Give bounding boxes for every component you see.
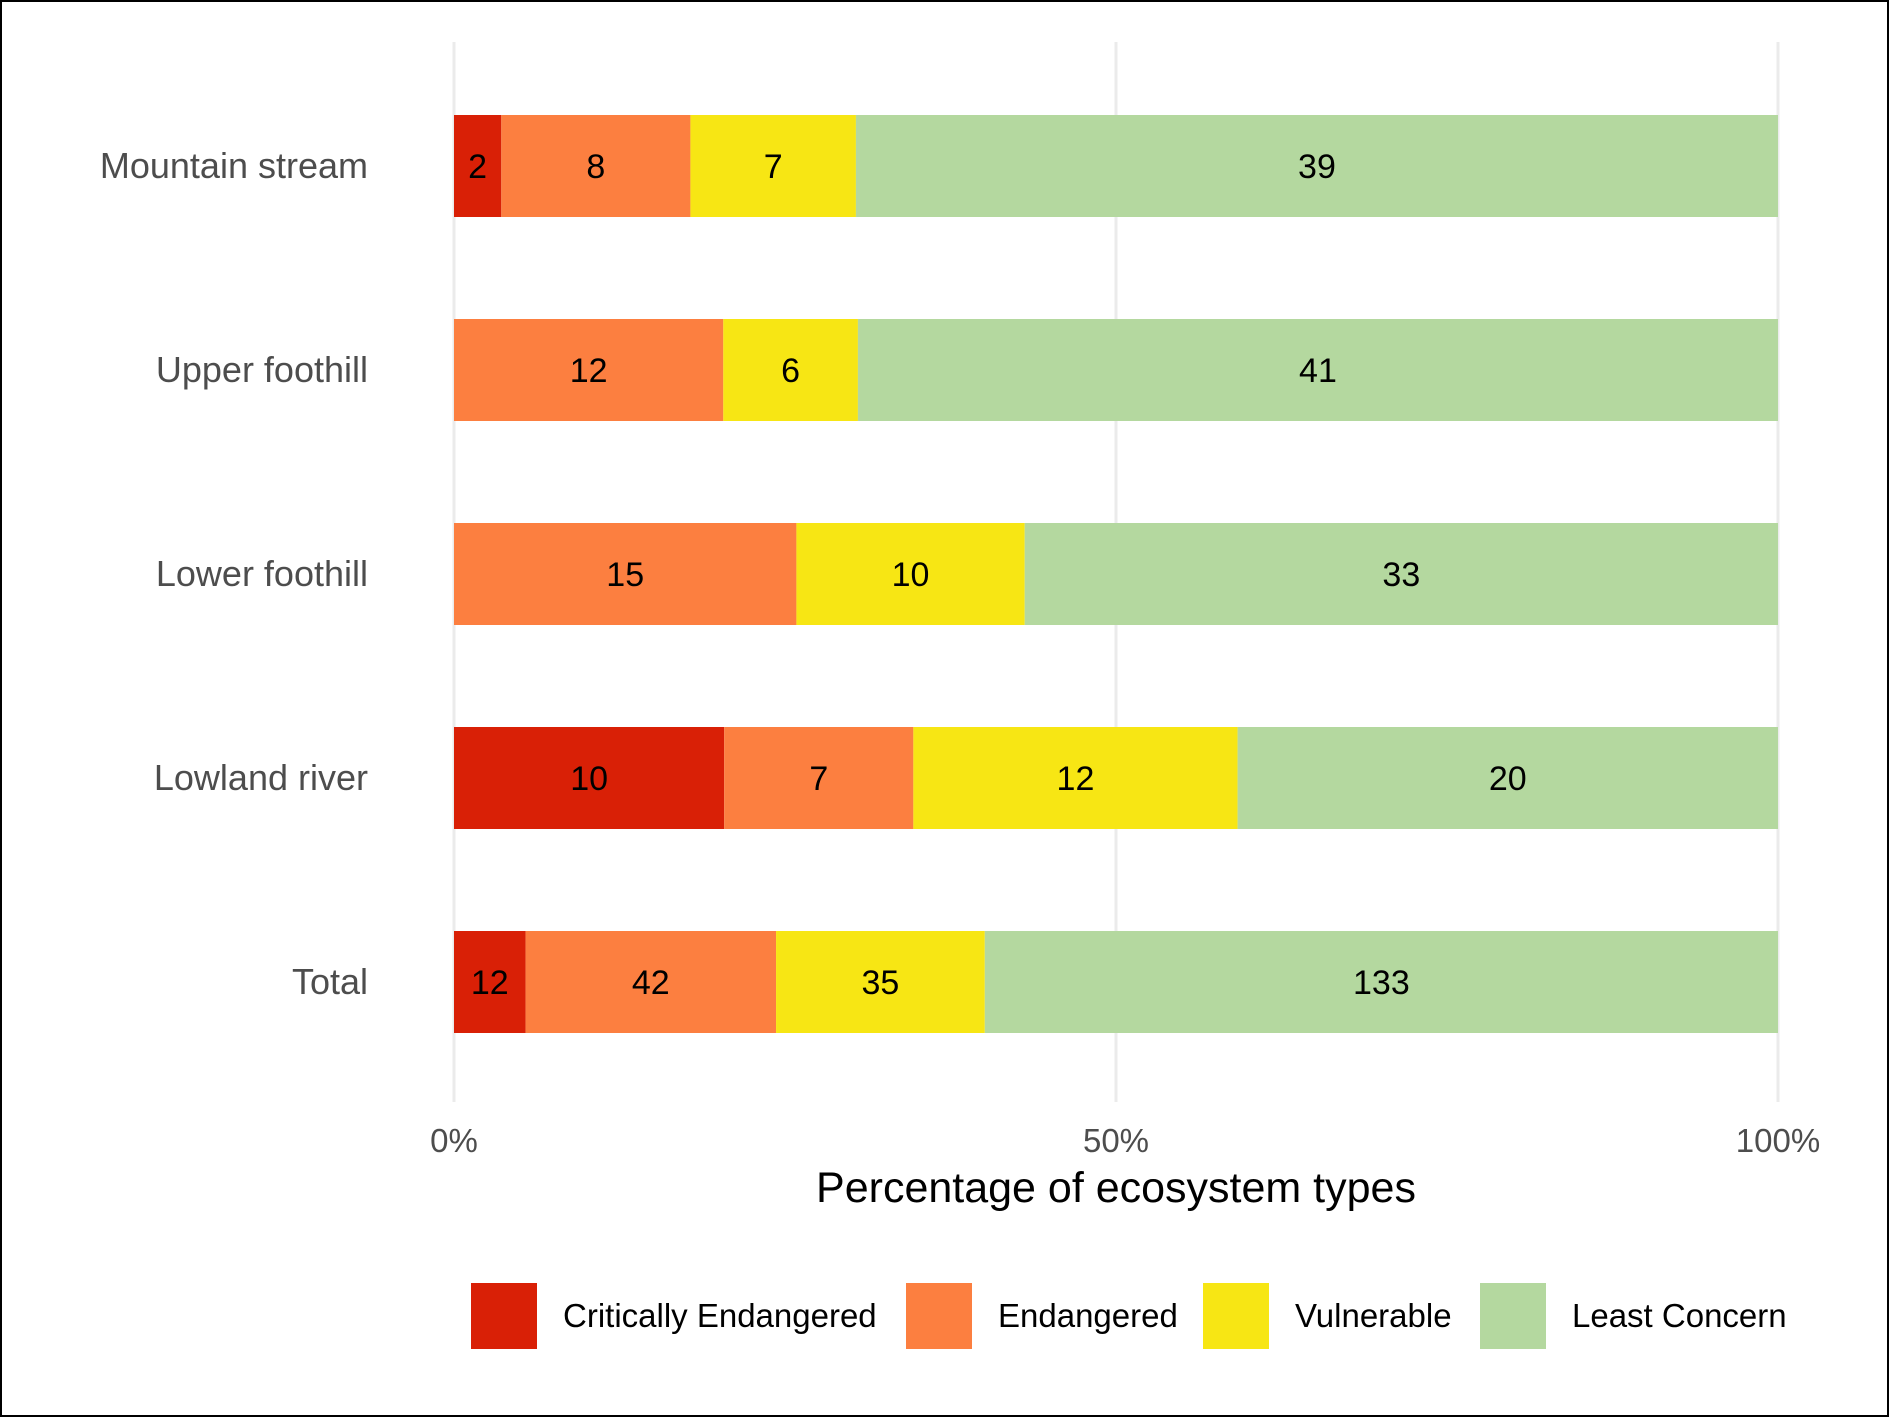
legend-label: Critically Endangered [563,1297,877,1334]
data-label: 8 [586,148,605,186]
data-label: 20 [1489,760,1527,798]
bar-row-2: 15 10 33 [454,523,1778,625]
data-label: 12 [471,964,509,1002]
x-tick-label: 100% [1736,1122,1820,1159]
bar-segment [984,931,1778,1033]
data-label: 2 [468,148,487,186]
bar-segment [1024,523,1778,625]
bar-row-4: 12 42 35 133 [454,931,1778,1033]
data-label: 12 [570,352,608,390]
data-label: 39 [1298,148,1336,186]
data-label: 12 [1057,760,1095,798]
bar-segment [525,931,777,1033]
bar-segment [913,727,1238,829]
data-label: 33 [1382,556,1420,594]
bar-segment [724,727,914,829]
bar-segment [454,727,725,829]
data-label: 42 [632,964,670,1002]
bar-segment [857,319,1778,421]
bar-segment [454,115,502,217]
bars: 2 8 7 39 12 6 41 15 10 33 10 7 12 20 12 42 35 133 [454,115,1778,1033]
legend-key [471,1283,537,1349]
legend-item: Endangered [906,1283,1178,1349]
category-label: Lowland river [154,757,368,798]
bar-segment [855,115,1778,217]
legend-key [906,1283,972,1349]
legend-item: Least Concern [1480,1283,1787,1349]
legend-item: Critically Endangered [471,1283,877,1349]
category-label: Lower foothill [156,553,368,594]
data-label: 41 [1299,352,1337,390]
legend-label: Endangered [998,1297,1178,1334]
legend-item: Vulnerable [1203,1283,1452,1349]
data-label: 7 [764,148,783,186]
data-label: 10 [892,556,930,594]
bar-segment [501,115,691,217]
bar-row-0: 2 8 7 39 [454,115,1778,217]
legend-label: Least Concern [1572,1297,1787,1334]
legend-key [1480,1283,1546,1349]
data-label: 133 [1353,964,1410,1002]
x-tick-label: 0% [430,1122,478,1159]
legend-label: Vulnerable [1295,1297,1452,1334]
bar-segment [1237,727,1778,829]
bar-segment [723,319,858,421]
data-label: 6 [781,352,800,390]
data-label: 35 [862,964,900,1002]
category-label: Mountain stream [100,145,368,186]
bar-segment [776,931,985,1033]
x-axis-ticks: 0% 50% 100% [430,1122,1820,1159]
data-label: 10 [570,760,608,798]
data-label: 15 [606,556,644,594]
bar-segment [796,523,1025,625]
bar-row-1: 12 6 41 [454,319,1778,421]
x-axis-title: Percentage of ecosystem types [816,1164,1416,1212]
x-tick-label: 50% [1083,1122,1149,1159]
bar-segment [454,931,526,1033]
category-labels: Mountain stream Upper foothill Lower footh… [100,145,368,1002]
legend-key [1203,1283,1269,1349]
category-label: Total [292,961,368,1002]
category-label: Upper foothill [156,349,368,390]
bar-segment [454,319,724,421]
bar-segment [454,523,797,625]
bar-row-3: 10 7 12 20 [454,727,1778,829]
data-label: 7 [809,760,828,798]
bar-segment [690,115,856,217]
legend: Critically Endangered Endangered Vulnerabl… [471,1283,1787,1349]
